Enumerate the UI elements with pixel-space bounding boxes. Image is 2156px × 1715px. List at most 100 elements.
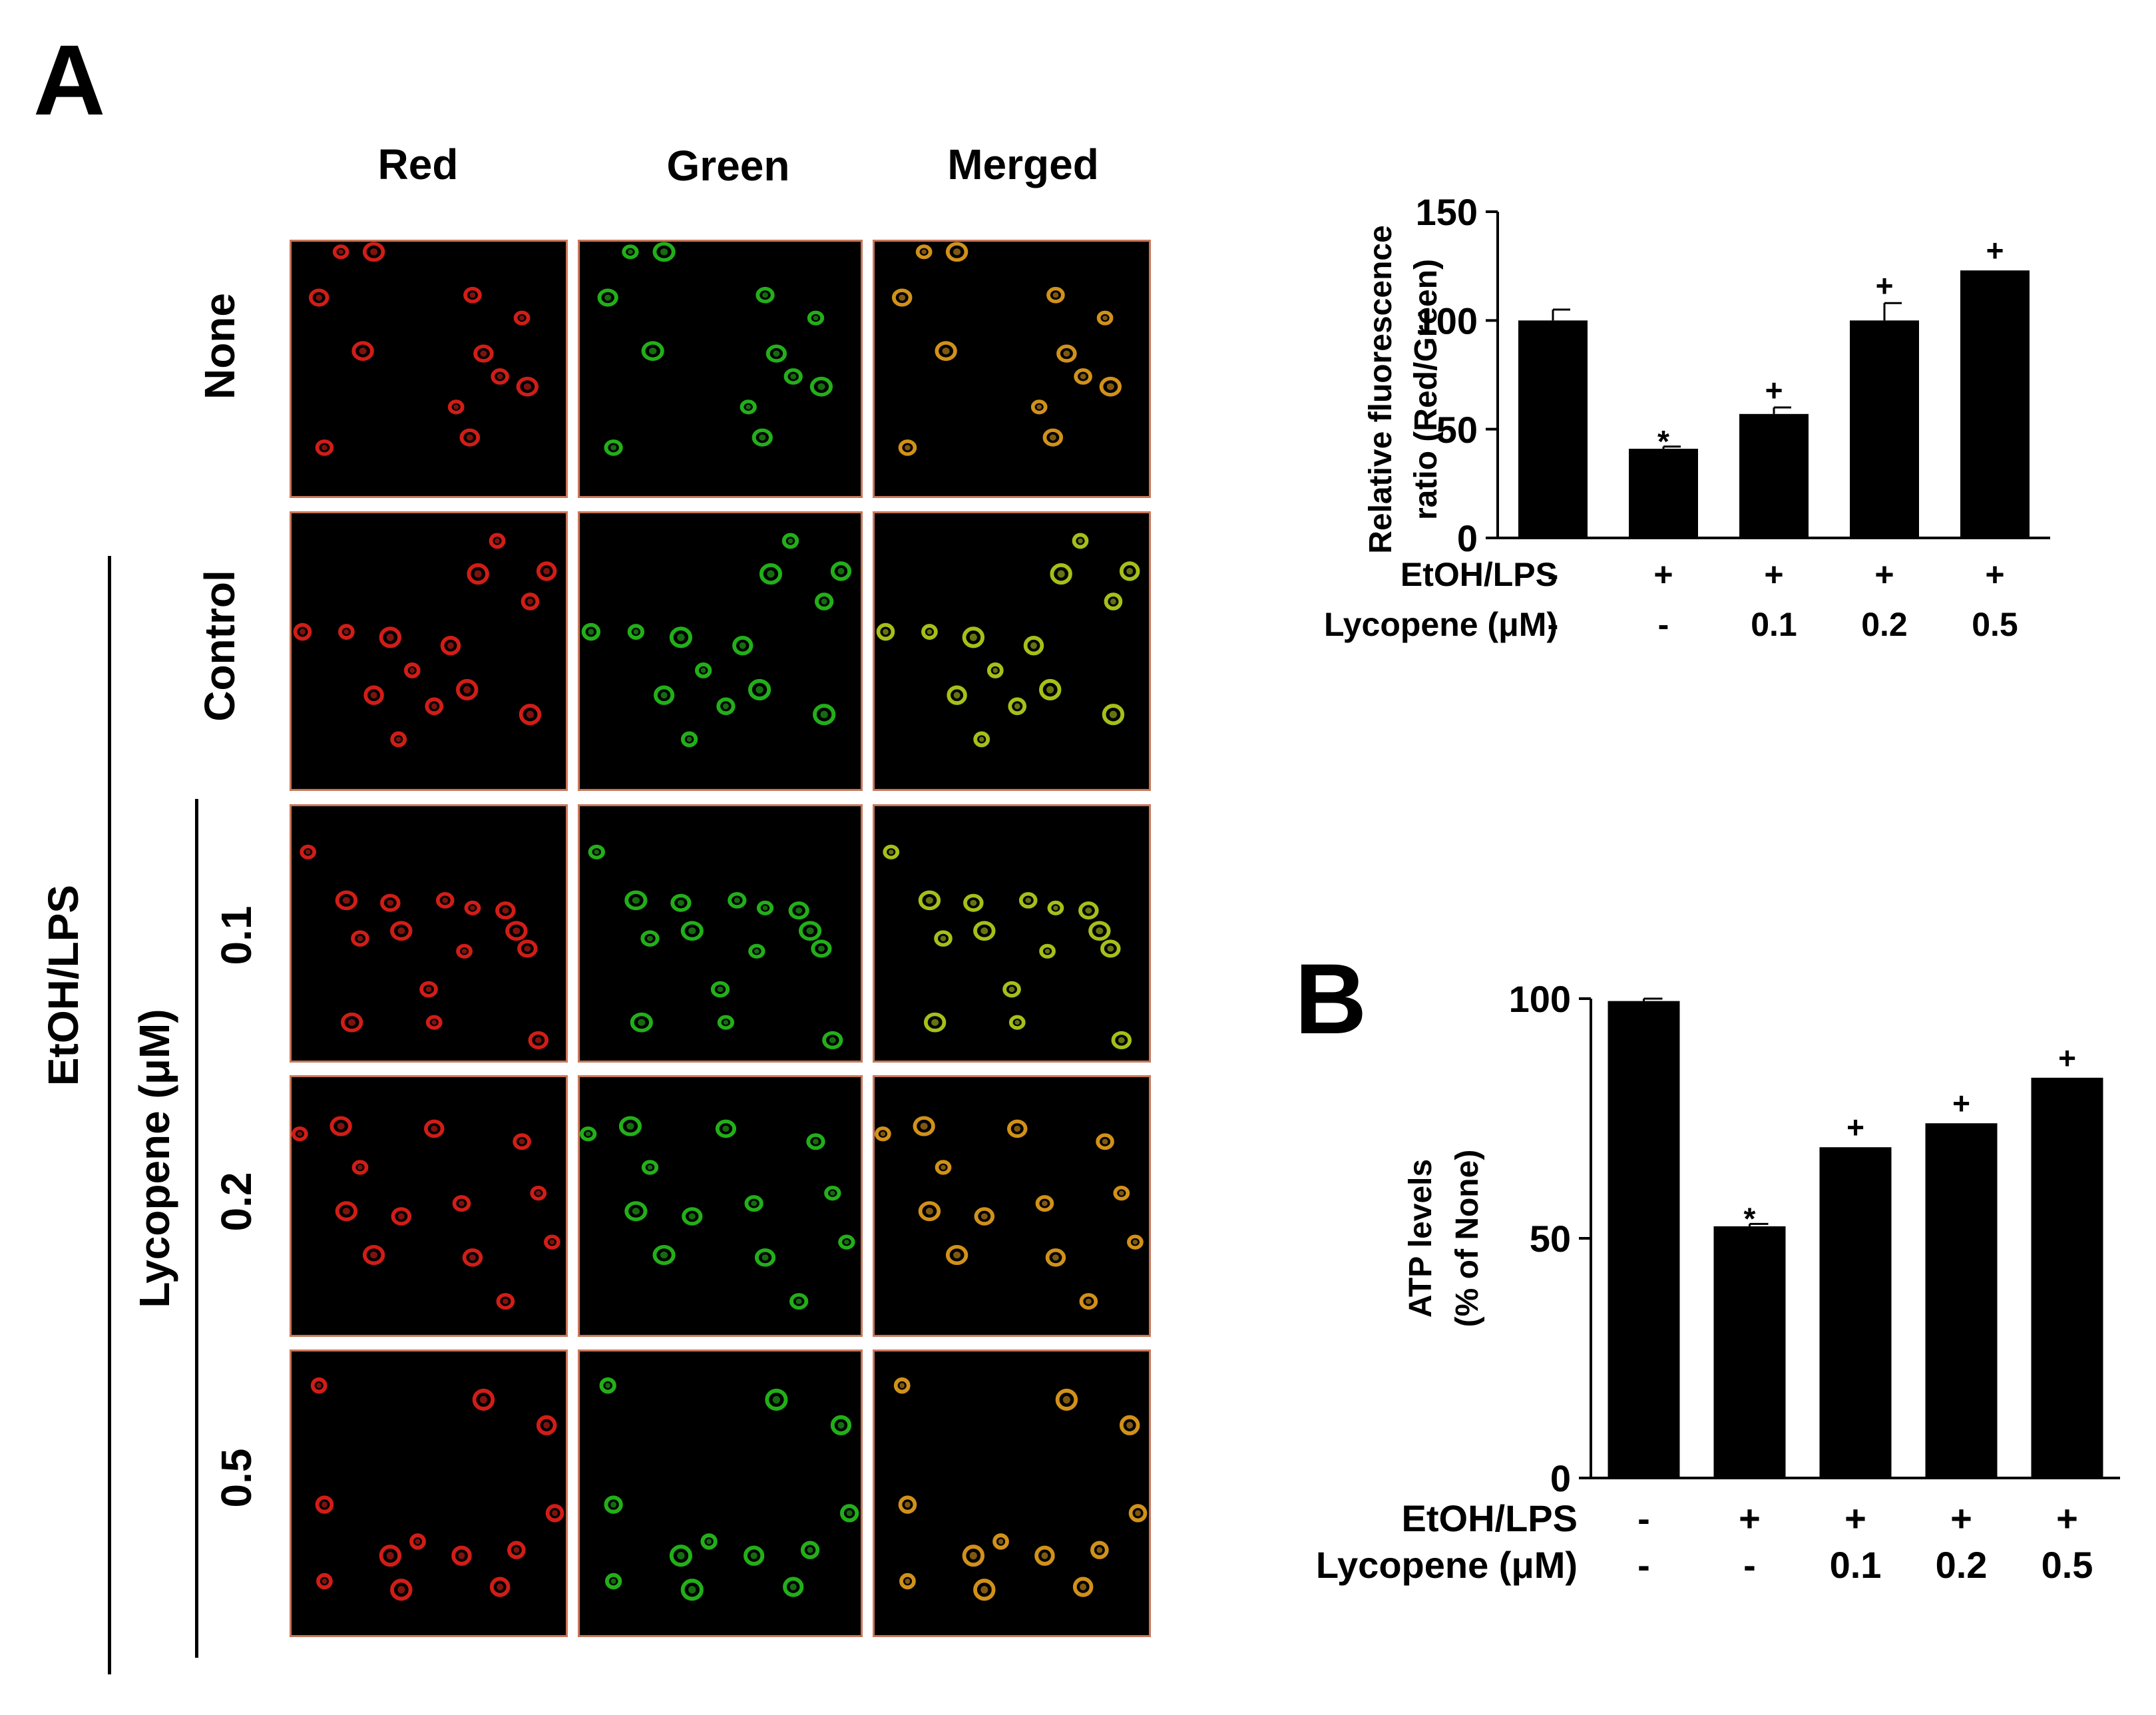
cell-mark [362, 1245, 385, 1266]
cell-core [342, 1208, 350, 1215]
chart-atp-levels: 0 50 100 - - * + - + +0.1 + +0.2 + +0.5 EtOH/LPS Lycope… [1316, 978, 2120, 1586]
cell-core [370, 692, 377, 699]
cell-core [677, 633, 685, 641]
cell-core [638, 1019, 646, 1026]
cell-core [397, 927, 405, 935]
cell-core [941, 1164, 946, 1170]
group-label-lycopene: Lycopene (μM) [130, 1009, 178, 1308]
column-heading-red: Red [377, 140, 459, 188]
cell-core [1008, 986, 1015, 993]
cell-mark [935, 1160, 952, 1175]
cell-core [300, 628, 306, 635]
treatment-value: - [1548, 606, 1559, 643]
cell-core [610, 1579, 616, 1584]
row-label-0-5: 0.5 [212, 1448, 260, 1508]
cell-core [502, 907, 509, 914]
cell-mark [1128, 1504, 1148, 1523]
row-label-0-2: 0.2 [212, 1172, 260, 1232]
y-axis-label: ratio (Red/Green) [1408, 259, 1444, 520]
y-tick-label: 100 [1509, 978, 1571, 1020]
micrograph-lyc05-merged [873, 1349, 1151, 1637]
row-label-none: None [196, 293, 244, 399]
cell-core [342, 897, 350, 904]
cell-core [387, 899, 394, 906]
micrograph-none-merged [873, 240, 1151, 498]
cell-core [1109, 710, 1117, 718]
cell-core [1030, 642, 1037, 649]
cell-mark [652, 242, 676, 262]
cell-core [1046, 686, 1054, 694]
cell-core [880, 1131, 886, 1136]
micrograph-none-red [290, 240, 568, 498]
cell-core [806, 927, 814, 935]
cell-core [750, 1552, 757, 1559]
micrograph-lyc02-green [578, 1075, 863, 1337]
cell-core [700, 668, 706, 673]
cell-core [820, 710, 828, 718]
cell-core [980, 1213, 988, 1220]
cell-core [1014, 703, 1020, 710]
cell-mark [921, 624, 938, 640]
cell-core [397, 1586, 405, 1594]
cell-mark [640, 930, 660, 947]
cell-core [594, 850, 600, 855]
treatment-value: - [1637, 1544, 1650, 1586]
cell-core [844, 1240, 849, 1245]
cell-mark [403, 662, 421, 678]
cell-core [497, 373, 503, 379]
micrograph-none-green [578, 240, 863, 498]
cell-mark [1023, 636, 1044, 656]
cell-core [762, 905, 768, 911]
cell-core [677, 1552, 685, 1560]
cell-core [817, 383, 825, 390]
cell-mark [329, 1116, 352, 1136]
cell-mark [1104, 593, 1123, 611]
cell-mark [744, 1545, 765, 1566]
cell-mark [467, 563, 489, 585]
cell-core [722, 1125, 730, 1132]
cell-core [795, 1298, 802, 1304]
cell-mark [945, 1245, 969, 1266]
cell-core [348, 1019, 356, 1026]
cell-mark [830, 561, 852, 581]
cell-core [297, 1131, 303, 1136]
cell-core [513, 1547, 520, 1553]
cell-mark [783, 1577, 804, 1597]
cell-core [536, 1190, 541, 1196]
cell-mark [580, 1126, 597, 1142]
treatment-value: - [1658, 606, 1669, 643]
cell-core [543, 1421, 550, 1429]
cell-core [899, 294, 906, 301]
cell-mark [1127, 1234, 1144, 1250]
cell-mark [986, 662, 1004, 678]
cell-mark [918, 1201, 941, 1222]
y-axis-label: (% of None) [1450, 1150, 1485, 1328]
cell-core [453, 404, 459, 409]
cell-core [1132, 1240, 1138, 1245]
y-tick-label: 50 [1530, 1218, 1571, 1260]
cell-core [474, 570, 482, 578]
cell-mark [800, 1541, 820, 1559]
cell-core [899, 1383, 905, 1389]
cell-core [1041, 1552, 1048, 1559]
panel-b-letter: B [1295, 943, 1367, 1055]
cell-mark [622, 244, 639, 260]
cell-core [386, 633, 394, 641]
cell-mark [316, 1573, 333, 1590]
cell-mark [695, 662, 712, 678]
cell-mark [390, 1579, 413, 1601]
cell-core [1119, 1190, 1124, 1196]
cell-core [717, 986, 724, 993]
cell-core [953, 248, 961, 256]
cell-mark [935, 341, 957, 362]
cell-mark [505, 921, 528, 941]
cell-mark [809, 376, 833, 397]
cell-mark [1046, 286, 1065, 304]
cell-mark [380, 893, 401, 912]
bar [1629, 449, 1698, 538]
cell-mark [1042, 428, 1064, 447]
cell-mark [335, 1201, 358, 1222]
treatment-value: + [1874, 556, 1894, 593]
cell-core [604, 294, 612, 301]
micrograph-lyc01-merged [873, 804, 1151, 1063]
